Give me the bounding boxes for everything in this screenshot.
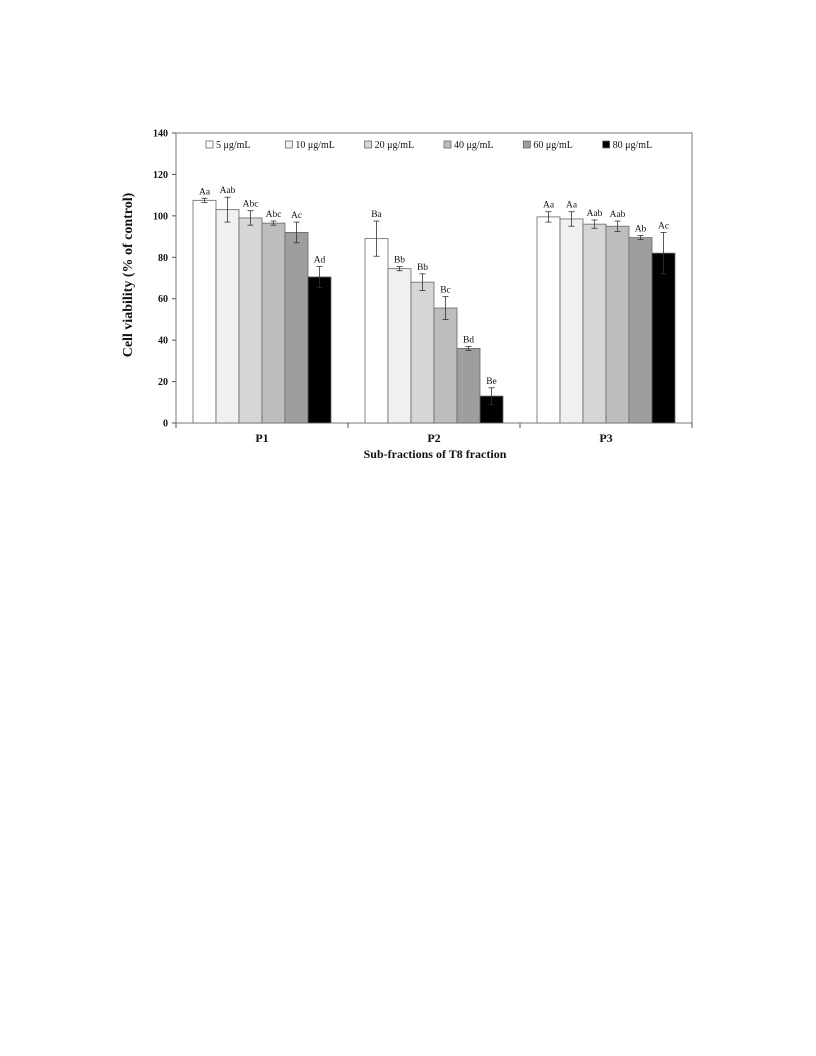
data-label: Bc [440,286,451,296]
y-tick-label: 120 [153,170,168,181]
legend-swatch [443,140,452,149]
x-axis: P1 P2 P3 [175,423,693,445]
bar [651,252,676,424]
y-tick-label: 80 [158,253,168,264]
legend: 5 μg/mL 10 μg/mL 20 μg/mL 40 μg/mL 60 μg/mL 8… [205,140,653,151]
x-category-label: P2 [427,431,440,445]
data-label: Ac [658,221,669,231]
bar [284,232,309,424]
data-label: Aa [566,201,578,211]
data-label: Aab [220,186,236,196]
legend-label: 80 μg/mL [613,140,653,151]
y-tick-label: 60 [158,294,168,305]
y-tick-label: 140 [153,129,168,140]
y-tick-label: 0 [163,419,168,430]
legend-swatch [522,140,531,149]
data-label: Bb [417,263,428,273]
y-tick-label: 20 [158,377,168,388]
x-category-label: P1 [255,431,268,445]
bars: Aa Ba Aa Aab Bb Aa Abc Bb Aab Abc Bc Aab Ac Bd Ab Ad Be A… [192,186,676,424]
x-axis-title: Sub-fractions of T8 fraction [364,447,507,461]
bar [307,276,332,424]
data-label: Aa [543,201,555,211]
y-tick-label: 100 [153,211,168,222]
bar [559,218,584,424]
legend-label: 5 μg/mL [216,140,251,151]
bar [192,199,217,424]
bar [261,222,286,424]
data-label: Ad [314,256,326,266]
data-label: Ba [371,210,382,220]
y-axis: 0 20 40 60 80 100 120 140 [153,129,176,430]
bar [410,281,435,424]
data-label: Aa [199,187,211,197]
data-label: Aab [587,209,603,219]
legend-label: 60 μg/mL [533,140,573,151]
legend-label: 20 μg/mL [375,140,415,151]
bar [536,216,561,424]
bar [238,217,263,424]
bar [628,237,653,424]
data-label: Abc [243,200,259,210]
data-label: Bd [463,335,474,345]
legend-swatch [364,140,373,149]
bar [364,238,389,424]
y-axis-title: Cell viability (% of control) [121,192,136,357]
legend-swatch [205,140,214,149]
data-label: Be [486,377,497,387]
legend-swatch [284,140,293,149]
legend-label: 40 μg/mL [454,140,494,151]
bar [433,307,458,424]
x-category-label: P3 [599,431,612,445]
data-label: Ac [291,211,302,221]
legend-label: 10 μg/mL [295,140,335,151]
bar [456,348,481,424]
data-label: Abc [266,210,282,220]
data-label: Ab [635,225,647,235]
bar [582,223,607,424]
bar [605,225,630,424]
legend-swatch [602,140,611,149]
y-tick-label: 40 [158,336,168,347]
bar [215,209,240,424]
data-label: Bb [394,256,405,266]
data-label: Aab [610,210,626,220]
bar [387,268,412,424]
